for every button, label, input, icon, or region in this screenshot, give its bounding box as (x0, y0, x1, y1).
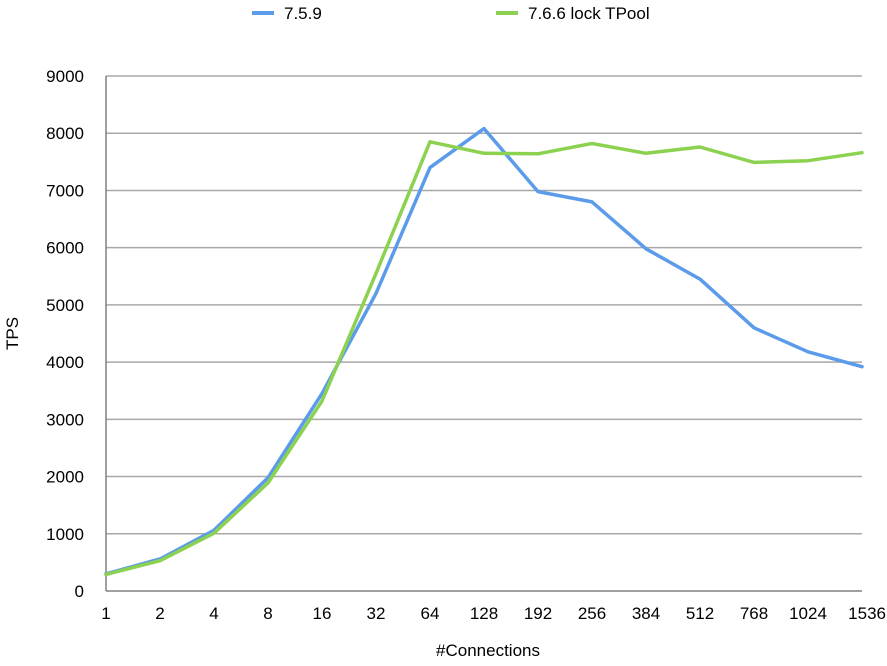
y-tick-label: 8000 (46, 124, 84, 143)
x-tick-label: 1536 (848, 604, 886, 623)
y-tick-label: 4000 (46, 353, 84, 372)
series-line-2 (104, 140, 864, 577)
y-tick-label: 1000 (46, 525, 84, 544)
y-tick-label: 6000 (46, 239, 84, 258)
y-tick-label: 5000 (46, 296, 84, 315)
y-tick-labels: 0 1000 2000 3000 4000 5000 6000 7000 8000 9000 (46, 67, 84, 601)
x-tick-label: 768 (740, 604, 768, 623)
x-tick-label: 384 (632, 604, 660, 623)
x-axis-title: #Connections (436, 641, 540, 660)
x-tick-label: 256 (578, 604, 606, 623)
x-tick-label: 16 (313, 604, 332, 623)
x-tick-label: 192 (524, 604, 552, 623)
y-tick-label: 2000 (46, 468, 84, 487)
x-tick-label: 1 (101, 604, 110, 623)
x-tick-labels: 1 2 4 8 16 32 64 128 192 256 384 512 768 1024 1536 (101, 604, 886, 623)
legend-label: 7.6.6 lock TPool (528, 4, 650, 23)
x-tick-label: 4 (209, 604, 218, 623)
x-tick-label: 1024 (789, 604, 827, 623)
y-tick-label: 9000 (46, 67, 84, 86)
axes (105, 76, 862, 592)
x-tick-label: 64 (421, 604, 440, 623)
y-tick-label: 7000 (46, 181, 84, 200)
x-tick-label: 32 (367, 604, 386, 623)
series-lines (104, 126, 864, 577)
x-tick-label: 128 (470, 604, 498, 623)
x-tick-label: 512 (686, 604, 714, 623)
grid-lines (106, 75, 862, 535)
y-axis-title: TPS (3, 317, 22, 350)
y-tick-label: 3000 (46, 410, 84, 429)
y-tick-label: 0 (75, 582, 84, 601)
series-line-1 (104, 126, 864, 576)
x-tick-label: 2 (155, 604, 164, 623)
x-tick-label: 8 (263, 604, 272, 623)
legend-label: 7.5.9 (284, 4, 322, 23)
legend: 7.5.9 7.6.6 lock TPool (252, 4, 650, 23)
